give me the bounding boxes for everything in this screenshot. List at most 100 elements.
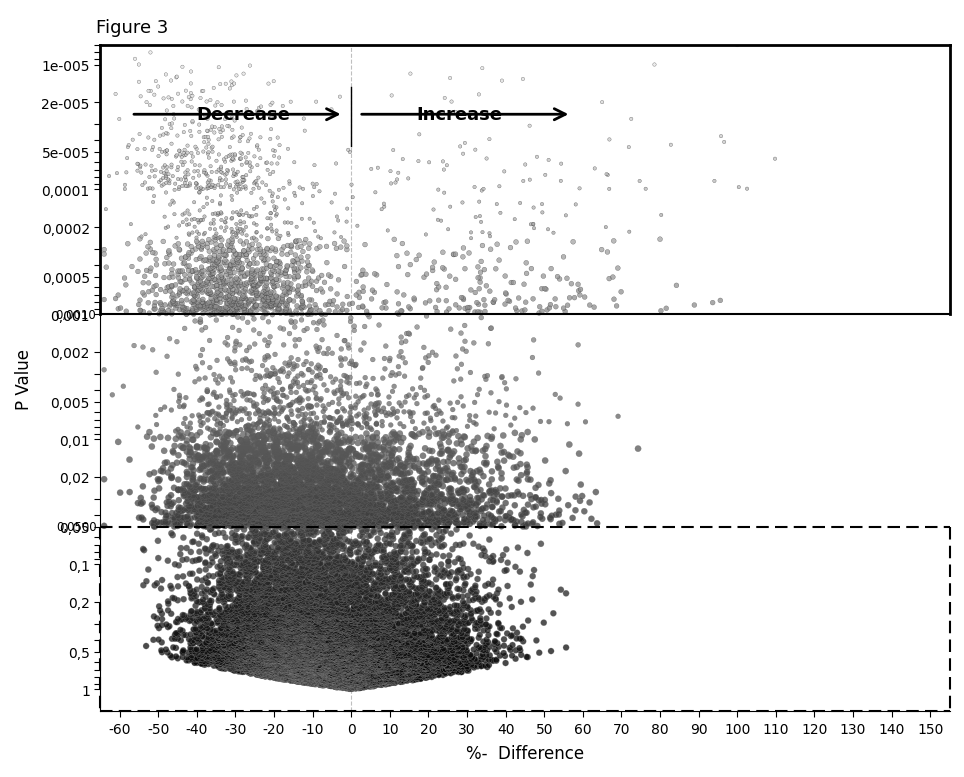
Point [471,629,487,641]
Point [281,359,297,371]
Point [300,655,315,667]
Point [238,236,254,249]
Point [212,560,228,573]
Point [269,603,284,615]
Point [223,615,238,627]
Point [253,549,268,561]
Point [267,667,282,679]
Point [374,662,389,674]
Point [269,256,284,268]
Point [217,518,232,531]
Point [230,274,246,287]
Point [393,515,409,528]
Point [335,660,350,673]
Point [222,458,237,470]
Point [309,655,325,667]
Point [249,209,264,221]
Point [416,528,432,541]
Point [224,498,239,510]
Point [449,665,465,678]
Point [390,648,406,660]
Point [173,518,188,531]
Point [366,674,382,687]
Point [196,451,211,463]
Point [277,545,292,558]
Point [315,500,331,513]
Point [297,654,312,667]
Point [267,306,282,319]
Point [246,531,261,543]
Point [253,268,268,280]
Point [297,671,312,684]
Point [228,639,244,652]
Point [478,612,494,625]
Point [184,592,200,605]
Point [339,642,355,654]
Point [502,507,518,520]
Point [361,670,376,682]
Point [282,636,298,648]
Point [331,499,346,511]
Point [459,628,474,640]
Point [299,480,314,493]
Point [274,514,289,527]
Point [368,591,384,604]
Point [377,624,392,636]
Point [372,671,388,683]
Point [104,389,120,402]
Point [459,657,474,670]
Point [384,449,399,462]
Point [380,643,395,655]
Point [378,646,393,658]
Point [155,306,171,319]
Point [274,663,289,675]
Point [308,483,324,496]
Point [487,294,502,306]
Point [336,594,352,607]
Point [287,584,303,597]
Point [380,611,395,623]
Point [314,615,330,628]
Point [345,622,361,634]
Point [297,597,312,609]
Point [236,471,252,483]
Point [420,633,436,646]
Point [351,539,366,552]
Point [165,445,180,458]
Point [283,623,299,636]
Point [320,627,335,639]
Point [233,271,249,284]
Point [431,653,446,666]
Point [238,96,254,108]
Point [193,607,208,619]
Point [175,609,191,622]
Point [193,214,208,227]
Point [371,667,387,679]
Point [441,568,456,580]
Point [262,666,278,678]
Point [317,538,333,551]
Point [275,481,290,493]
Point [348,659,363,671]
Point [215,618,230,630]
Point [323,588,338,601]
Point [356,680,371,692]
Point [313,665,329,678]
Point [450,565,466,577]
Point [261,640,277,653]
Point [284,656,300,668]
Point [294,513,309,525]
Point [147,514,162,527]
Point [313,655,329,667]
Point [333,602,348,615]
Point [299,262,314,274]
Point [361,659,376,671]
Point [242,635,257,647]
Point [565,236,580,249]
Point [267,632,282,644]
Point [322,652,337,664]
Point [391,674,407,686]
Point [442,617,457,629]
Point [261,351,277,364]
Point [255,624,271,636]
